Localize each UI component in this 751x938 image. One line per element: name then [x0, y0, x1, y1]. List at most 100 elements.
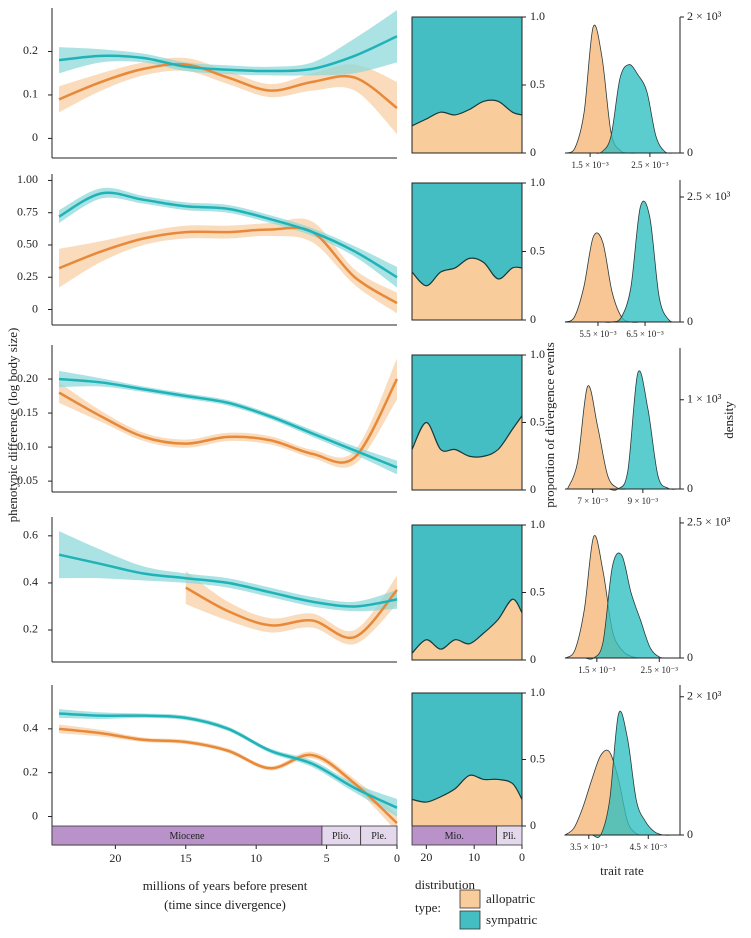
confidence-band [59, 724, 397, 832]
area [412, 17, 522, 126]
y-tick-label: 0.50 [17, 237, 38, 251]
y-tick-label: 0 [530, 818, 536, 832]
timescale-segment [496, 825, 523, 846]
area-boundary [411, 415, 523, 458]
x-tick-label: 0 [519, 850, 525, 864]
timescale-label: Plio. [332, 831, 351, 842]
trend-line [58, 378, 399, 464]
timescale-label: Mio. [445, 831, 464, 842]
confidence-band [185, 571, 397, 645]
y-tick-label: 0.05 [17, 473, 38, 487]
y-tick-label: 1.0 [530, 9, 545, 23]
y-tick-label: 0.4 [23, 575, 38, 589]
confidence-band [59, 531, 397, 612]
trend-line [58, 712, 398, 809]
trend-line [58, 62, 398, 110]
trend-line [58, 553, 398, 608]
y-tick-label: 2 × 10³ [687, 689, 722, 703]
x-tick-label: 2.5 × 10⁻³ [641, 665, 679, 675]
confidence-band [59, 709, 397, 817]
trend-line [58, 226, 398, 305]
y-tick-label: 0.6 [23, 528, 38, 542]
y-tick-label: 0 [530, 145, 536, 159]
trend-line [58, 727, 398, 824]
area [412, 355, 522, 458]
trend-line [185, 586, 398, 640]
area-boundary [411, 257, 523, 287]
y-tick-label: 0.15 [17, 405, 38, 419]
y-tick-label: 1.0 [530, 685, 545, 699]
area [412, 599, 522, 660]
y-tick-label: 1.0 [530, 347, 545, 361]
timescale-label: Miocene [169, 831, 205, 842]
trend-line [58, 191, 398, 279]
y-tick-label: 0 [32, 301, 38, 315]
y-tick-label: 0.5 [530, 243, 545, 257]
legend-label: type: [415, 900, 441, 915]
confidence-band [59, 218, 397, 314]
legend-title: distribution [415, 877, 475, 892]
x-tick-label: 10 [250, 851, 262, 865]
x-tick-label: 5.5 × 10⁻³ [579, 329, 617, 339]
y-tick-label: 0.25 [17, 269, 38, 283]
y-tick-label: 1.0 [530, 175, 545, 189]
y-tick-label: 0.4 [23, 721, 38, 735]
x-tick-label: 3.5 × 10⁻³ [570, 842, 608, 852]
x-tick-label: 7 × 10⁻³ [577, 496, 608, 506]
y-tick-label: 0.5 [530, 77, 545, 91]
area [412, 775, 522, 826]
y-tick-label: 0 [687, 650, 693, 664]
area [412, 183, 522, 286]
y-tick-label: 0.5 [530, 751, 545, 765]
y-tick-label: 0 [687, 145, 693, 159]
x-tick-label: 1.5 × 10⁻³ [578, 665, 616, 675]
area [412, 415, 522, 490]
x-tick-label: 5 [324, 851, 330, 865]
confidence-band [59, 358, 397, 468]
y-tick-label: 0 [32, 808, 38, 822]
area [412, 693, 522, 803]
confidence-band [59, 57, 397, 135]
x-tick-label: 15 [180, 851, 192, 865]
trend-line [58, 377, 398, 469]
y-tick-label: 0 [687, 314, 693, 328]
area-boundary [411, 99, 523, 127]
y-tick-label: 2.5 × 10³ [687, 515, 731, 529]
legend-swatch [459, 889, 481, 909]
y-tick-label: 1.00 [17, 172, 38, 186]
x-tick-label: 20 [109, 851, 121, 865]
timescale-label: Ple. [371, 831, 386, 842]
x-tick-label: 0 [394, 851, 400, 865]
y-axis-title: proportion of divergence events [542, 342, 557, 507]
y-tick-label: 0 [530, 652, 536, 666]
y-tick-label: 0 [687, 481, 693, 495]
y-tick-label: 2.5 × 10³ [687, 189, 731, 203]
y-tick-label: 1 × 10³ [687, 392, 722, 406]
y-tick-label: 1.0 [530, 517, 545, 531]
confidence-band [59, 10, 397, 76]
area-boundary [411, 774, 523, 803]
timescale-label: Pli. [502, 831, 516, 842]
y-tick-label: 0 [687, 827, 693, 841]
area [412, 100, 522, 153]
timescale-segment [360, 825, 398, 846]
y-tick-label: 0.5 [530, 414, 545, 428]
area [412, 525, 522, 654]
y-tick-label: 0.2 [23, 43, 38, 57]
x-tick-label: 6.5 × 10⁻³ [626, 329, 664, 339]
y-tick-label: 0 [530, 312, 536, 326]
y-tick-label: 0.1 [23, 87, 38, 101]
x-tick-label: 9 × 10⁻³ [628, 496, 659, 506]
y-tick-label: 0 [32, 130, 38, 144]
y-tick-label: 0.10 [17, 439, 38, 453]
x-axis-title: millions of years before present [143, 878, 308, 893]
y-tick-label: 0.2 [23, 764, 38, 778]
trend-line [58, 35, 398, 73]
density-curve [566, 385, 678, 490]
y-axis-title: density [721, 401, 736, 439]
area-boundary [411, 598, 523, 654]
y-tick-label: 0.20 [17, 371, 38, 385]
x-tick-label: 10 [468, 850, 480, 864]
x-tick-label: 4.5 × 10⁻³ [630, 842, 668, 852]
